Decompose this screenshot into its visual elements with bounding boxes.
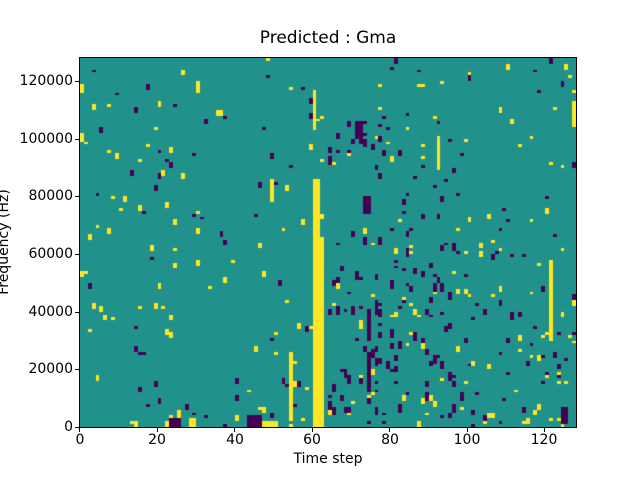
x-tick — [467, 428, 468, 432]
y-tick-label: 100000 — [19, 131, 73, 147]
y-tick-label: 0 — [64, 419, 73, 435]
x-tick-label: 80 — [381, 432, 399, 448]
y-tick-label: 80000 — [28, 188, 73, 204]
x-axis-label: Time step — [293, 451, 363, 467]
x-tick — [157, 428, 158, 432]
y-tick — [75, 254, 79, 255]
x-tick-label: 0 — [75, 432, 85, 448]
x-tick-label: 40 — [226, 432, 244, 448]
x-tick — [234, 428, 235, 432]
heatmap-canvas — [80, 58, 576, 427]
x-tick-label: 60 — [303, 432, 321, 448]
chart-title: Predicted : Gma — [259, 28, 397, 48]
x-tick — [389, 428, 390, 432]
y-tick — [75, 196, 79, 197]
y-tick — [75, 427, 79, 428]
y-tick — [75, 81, 79, 82]
y-tick — [75, 139, 79, 140]
y-tick — [75, 312, 79, 313]
y-tick — [75, 369, 79, 370]
y-tick-label: 120000 — [19, 73, 73, 89]
x-tick-label: 20 — [148, 432, 166, 448]
x-tick — [312, 428, 313, 432]
y-tick-label: 60000 — [28, 246, 73, 262]
y-axis-label: Frequency (Hz) — [0, 189, 12, 295]
x-tick — [79, 428, 80, 432]
y-tick-label: 20000 — [28, 361, 73, 377]
plot-area — [79, 57, 577, 428]
x-tick — [544, 428, 545, 432]
y-tick-label: 40000 — [28, 304, 73, 320]
x-tick-label: 100 — [453, 432, 481, 448]
x-tick-label: 120 — [530, 432, 558, 448]
